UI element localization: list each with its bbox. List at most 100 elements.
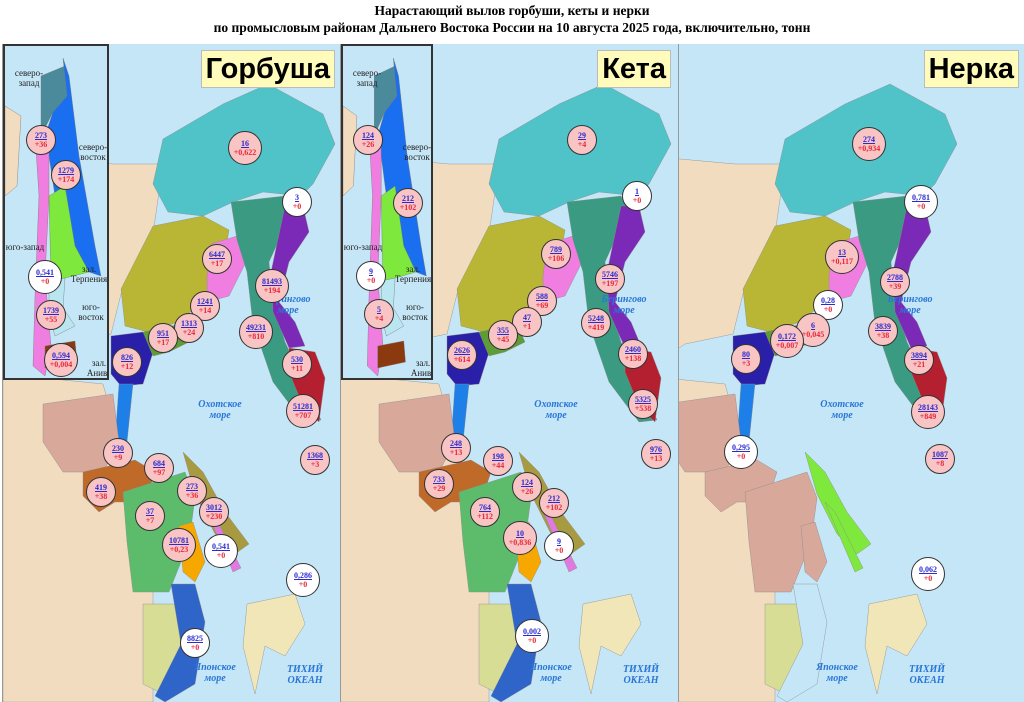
catch-total-link[interactable]: 198 bbox=[492, 452, 504, 461]
catch-marker[interactable]: 1368 +3 bbox=[300, 445, 330, 475]
catch-total-link[interactable]: 826 bbox=[121, 353, 133, 362]
catch-marker[interactable]: 764 +112 bbox=[470, 497, 500, 527]
catch-total-link[interactable]: 212 bbox=[548, 494, 560, 503]
catch-marker[interactable]: 0,295 +0 bbox=[724, 435, 758, 469]
catch-marker[interactable]: 5746 +197 bbox=[595, 264, 625, 294]
catch-marker[interactable]: 0,286 +0 bbox=[286, 563, 320, 597]
catch-total-link[interactable]: 6 bbox=[811, 321, 815, 330]
catch-marker[interactable]: 3 +0 bbox=[282, 187, 312, 217]
catch-total-link[interactable]: 976 bbox=[650, 445, 662, 454]
catch-total-link[interactable]: 2626 bbox=[454, 346, 470, 355]
catch-total-link[interactable]: 273 bbox=[35, 131, 47, 140]
catch-marker[interactable]: 9 +0 bbox=[356, 261, 386, 291]
catch-total-link[interactable]: 0,172 bbox=[778, 332, 796, 341]
catch-total-link[interactable]: 49231 bbox=[246, 323, 266, 332]
catch-total-link[interactable]: 47 bbox=[523, 313, 531, 322]
catch-marker[interactable]: 51281 +707 bbox=[286, 394, 320, 428]
catch-total-link[interactable]: 248 bbox=[450, 439, 462, 448]
catch-marker[interactable]: 3894 +21 bbox=[904, 345, 934, 375]
catch-marker[interactable]: 1313 +24 bbox=[174, 313, 204, 343]
catch-marker[interactable]: 16 +0,622 bbox=[228, 131, 262, 165]
catch-marker[interactable]: 248 +13 bbox=[441, 433, 471, 463]
catch-total-link[interactable]: 1739 bbox=[43, 306, 59, 315]
catch-total-link[interactable]: 0,541 bbox=[212, 542, 230, 551]
catch-total-link[interactable]: 1241 bbox=[197, 297, 213, 306]
catch-marker[interactable]: 0,594 +0,004 bbox=[44, 343, 78, 377]
catch-total-link[interactable]: 8825 bbox=[187, 634, 203, 643]
catch-marker[interactable]: 530 +11 bbox=[282, 349, 312, 379]
catch-marker[interactable]: 684 +97 bbox=[144, 453, 174, 483]
catch-marker[interactable]: 273 +36 bbox=[26, 125, 56, 155]
catch-marker[interactable]: 1739 +55 bbox=[36, 300, 66, 330]
catch-marker[interactable]: 2788 +39 bbox=[880, 267, 910, 297]
catch-marker[interactable]: 28143 +849 bbox=[911, 395, 945, 429]
catch-marker[interactable]: 0,541 +0 bbox=[28, 260, 62, 294]
catch-total-link[interactable]: 0,28 bbox=[821, 296, 835, 305]
catch-total-link[interactable]: 230 bbox=[112, 444, 124, 453]
catch-marker[interactable]: 5325 +538 bbox=[628, 389, 658, 419]
catch-marker[interactable]: 0,541 +0 bbox=[204, 534, 238, 568]
catch-total-link[interactable]: 0,002 bbox=[523, 627, 541, 636]
catch-total-link[interactable]: 5325 bbox=[635, 395, 651, 404]
catch-total-link[interactable]: 5248 bbox=[588, 314, 604, 323]
catch-total-link[interactable]: 3012 bbox=[206, 503, 222, 512]
catch-marker[interactable]: 5248 +419 bbox=[581, 308, 611, 338]
catch-total-link[interactable]: 28143 bbox=[918, 403, 938, 412]
catch-marker[interactable]: 0,28 +0 bbox=[813, 290, 843, 320]
catch-marker[interactable]: 733 +29 bbox=[424, 469, 454, 499]
catch-marker[interactable]: 3012 +230 bbox=[199, 497, 229, 527]
catch-total-link[interactable]: 10 bbox=[516, 529, 524, 538]
catch-marker[interactable]: 37 +7 bbox=[135, 501, 165, 531]
catch-marker[interactable]: 355 +45 bbox=[488, 320, 518, 350]
catch-marker[interactable]: 212 +102 bbox=[539, 488, 569, 518]
catch-total-link[interactable]: 5 bbox=[377, 305, 381, 314]
catch-total-link[interactable]: 81493 bbox=[262, 277, 282, 286]
catch-marker[interactable]: 29 +4 bbox=[567, 125, 597, 155]
catch-marker[interactable]: 2460 +138 bbox=[618, 339, 648, 369]
catch-total-link[interactable]: 0,286 bbox=[294, 571, 312, 580]
catch-marker[interactable]: 419 +38 bbox=[86, 477, 116, 507]
catch-marker[interactable]: 1087 +8 bbox=[925, 444, 955, 474]
catch-total-link[interactable]: 212 bbox=[402, 194, 414, 203]
catch-total-link[interactable]: 37 bbox=[146, 507, 154, 516]
catch-total-link[interactable]: 2460 bbox=[625, 345, 641, 354]
catch-marker[interactable]: 826 +12 bbox=[112, 347, 142, 377]
catch-marker[interactable]: 0,172 +0,007 bbox=[770, 324, 804, 358]
catch-total-link[interactable]: 530 bbox=[291, 355, 303, 364]
catch-marker[interactable]: 10 +0,836 bbox=[503, 521, 537, 555]
catch-total-link[interactable]: 0,594 bbox=[52, 351, 70, 360]
catch-marker[interactable]: 0,781 +0 bbox=[904, 185, 938, 219]
catch-marker[interactable]: 951 +17 bbox=[148, 323, 178, 353]
catch-total-link[interactable]: 1279 bbox=[58, 166, 74, 175]
catch-marker[interactable]: 1279 +174 bbox=[51, 160, 81, 190]
catch-total-link[interactable]: 419 bbox=[95, 483, 107, 492]
catch-total-link[interactable]: 733 bbox=[433, 475, 445, 484]
catch-marker[interactable]: 124 +26 bbox=[512, 472, 542, 502]
catch-marker[interactable]: 49231 +810 bbox=[239, 315, 273, 349]
catch-marker[interactable]: 80 +3 bbox=[731, 344, 761, 374]
catch-marker[interactable]: 274 +0,934 bbox=[852, 127, 886, 161]
catch-total-link[interactable]: 274 bbox=[863, 135, 875, 144]
catch-marker[interactable]: 124 +26 bbox=[353, 125, 383, 155]
catch-total-link[interactable]: 10781 bbox=[169, 536, 189, 545]
catch-total-link[interactable]: 3 bbox=[295, 193, 299, 202]
catch-marker[interactable]: 212 +102 bbox=[393, 188, 423, 218]
catch-marker[interactable]: 0,002 +0 bbox=[515, 619, 549, 653]
catch-marker[interactable]: 9 +0 bbox=[544, 531, 574, 561]
catch-total-link[interactable]: 1 bbox=[635, 187, 639, 196]
catch-total-link[interactable]: 124 bbox=[362, 131, 374, 140]
catch-total-link[interactable]: 6447 bbox=[209, 250, 225, 259]
catch-marker[interactable]: 198 +44 bbox=[483, 446, 513, 476]
catch-total-link[interactable]: 80 bbox=[742, 350, 750, 359]
catch-marker[interactable]: 273 +36 bbox=[177, 476, 207, 506]
catch-marker[interactable]: 10781 +0,23 bbox=[162, 528, 196, 562]
catch-total-link[interactable]: 1368 bbox=[307, 451, 323, 460]
catch-total-link[interactable]: 951 bbox=[157, 329, 169, 338]
catch-total-link[interactable]: 0,062 bbox=[919, 565, 937, 574]
catch-total-link[interactable]: 684 bbox=[153, 459, 165, 468]
catch-total-link[interactable]: 0,541 bbox=[36, 268, 54, 277]
catch-total-link[interactable]: 0,295 bbox=[732, 443, 750, 452]
catch-total-link[interactable]: 0,781 bbox=[912, 193, 930, 202]
catch-marker[interactable]: 0,062 +0 bbox=[911, 557, 945, 591]
catch-total-link[interactable]: 5746 bbox=[602, 270, 618, 279]
